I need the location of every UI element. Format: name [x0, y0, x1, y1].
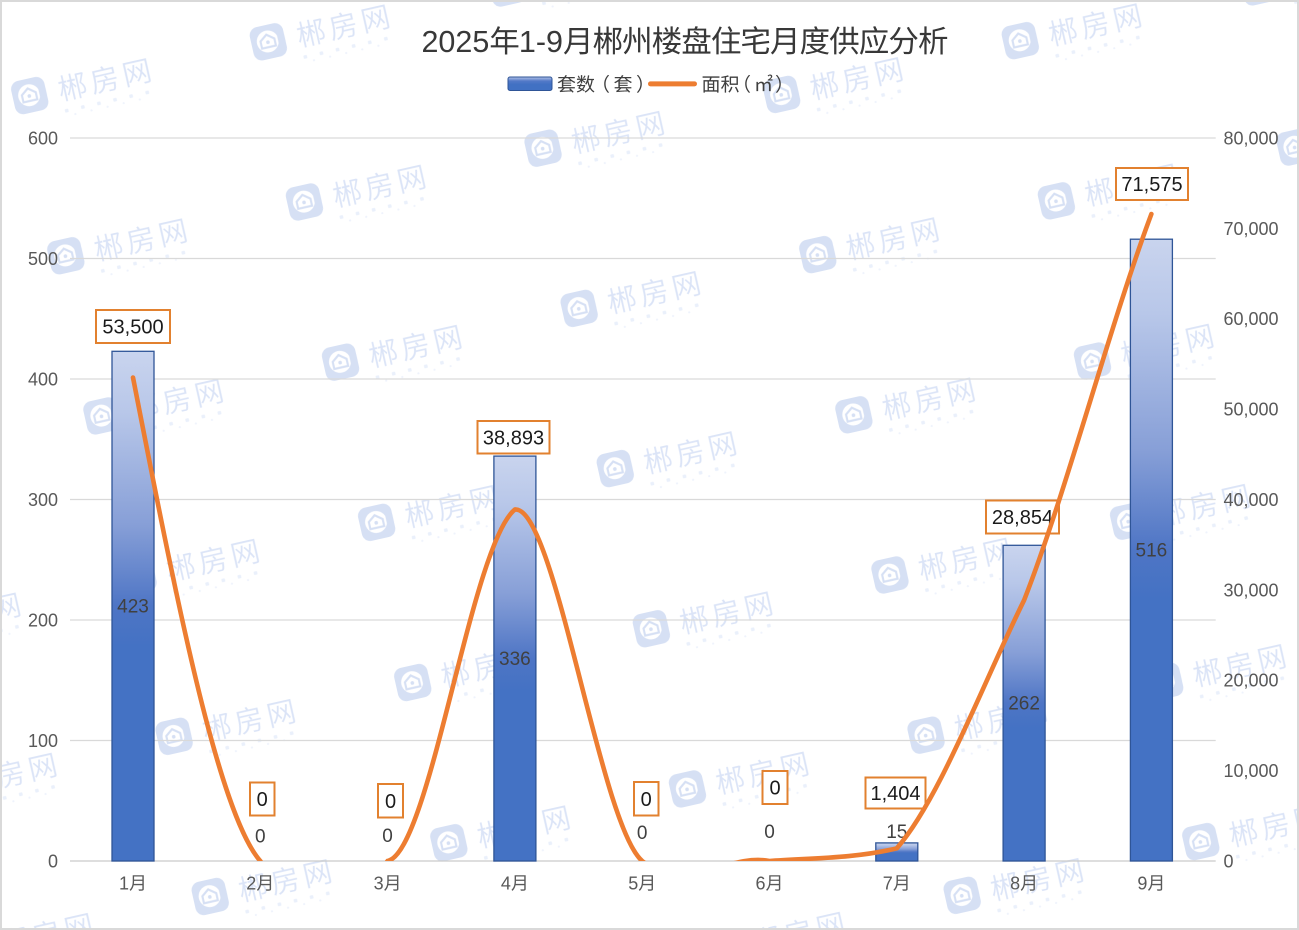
- svg-text:9: 9: [546, 25, 563, 59]
- svg-text:71,575: 71,575: [1121, 174, 1182, 196]
- svg-text:336: 336: [499, 649, 531, 670]
- svg-text:0: 0: [382, 826, 393, 847]
- svg-text:7: 7: [883, 873, 893, 893]
- svg-text:400: 400: [28, 369, 58, 389]
- svg-text:0: 0: [48, 851, 58, 871]
- svg-text:60,000: 60,000: [1224, 309, 1279, 329]
- svg-text:300: 300: [28, 490, 58, 510]
- svg-text:100: 100: [28, 731, 58, 751]
- svg-text:500: 500: [28, 249, 58, 269]
- svg-text:262: 262: [1008, 694, 1040, 715]
- svg-text:15: 15: [886, 822, 907, 843]
- svg-text:-: -: [536, 25, 546, 59]
- svg-text:40,000: 40,000: [1224, 490, 1279, 510]
- svg-text:80,000: 80,000: [1224, 128, 1279, 148]
- svg-text:20,000: 20,000: [1224, 671, 1279, 691]
- svg-text:600: 600: [28, 128, 58, 148]
- svg-text:2025: 2025: [421, 25, 489, 59]
- svg-text:38,893: 38,893: [483, 427, 544, 449]
- svg-text:0: 0: [385, 791, 396, 813]
- svg-text:8: 8: [1010, 873, 1020, 893]
- svg-text:70,000: 70,000: [1224, 219, 1279, 239]
- svg-text:1: 1: [519, 25, 536, 59]
- svg-text:5: 5: [628, 873, 638, 893]
- svg-text:0: 0: [637, 823, 648, 844]
- svg-text:200: 200: [28, 610, 58, 630]
- svg-text:423: 423: [117, 597, 149, 618]
- svg-text:0: 0: [769, 778, 780, 800]
- svg-text:0: 0: [257, 789, 268, 811]
- svg-text:4: 4: [501, 873, 511, 893]
- svg-text:516: 516: [1136, 541, 1168, 562]
- svg-text:1: 1: [119, 873, 129, 893]
- svg-text:53,500: 53,500: [102, 317, 163, 339]
- svg-text:3: 3: [374, 873, 384, 893]
- svg-text:50,000: 50,000: [1224, 400, 1279, 420]
- svg-text:6: 6: [756, 873, 766, 893]
- svg-text:9: 9: [1137, 873, 1147, 893]
- svg-text:28,854: 28,854: [992, 507, 1053, 529]
- svg-text:0: 0: [764, 822, 775, 843]
- svg-text:0: 0: [255, 827, 266, 848]
- svg-text:0: 0: [1224, 851, 1234, 871]
- svg-text:2: 2: [246, 873, 256, 893]
- svg-text:1,404: 1,404: [870, 783, 920, 805]
- svg-text:30,000: 30,000: [1224, 580, 1279, 600]
- svg-text:10,000: 10,000: [1224, 761, 1279, 781]
- svg-text:0: 0: [641, 789, 652, 811]
